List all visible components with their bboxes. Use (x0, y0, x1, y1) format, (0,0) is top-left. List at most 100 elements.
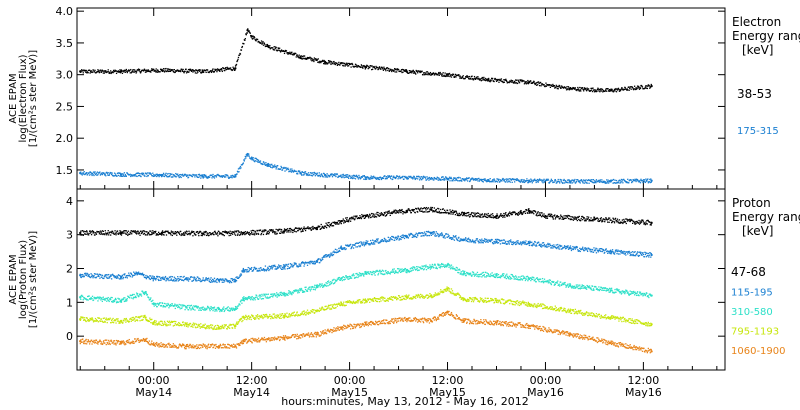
data-dot (139, 173, 141, 175)
data-dot (359, 177, 361, 179)
data-dot (582, 248, 584, 250)
data-dot (83, 173, 85, 175)
data-dot (206, 278, 208, 280)
data-dot (334, 63, 337, 66)
data-dot (481, 178, 483, 181)
data-dot (608, 217, 610, 219)
data-dot (104, 233, 106, 236)
data-dot (524, 82, 527, 84)
data-point (446, 73, 449, 76)
data-dot (379, 241, 381, 244)
data-dot (260, 40, 263, 42)
data-dot (110, 274, 112, 276)
data-dot (621, 88, 624, 90)
data-dot (636, 252, 638, 254)
data-dot (112, 300, 114, 302)
data-dot (604, 219, 606, 221)
data-dot (243, 43, 245, 45)
data-dot (166, 279, 168, 281)
data-dot (411, 236, 413, 239)
data-dot (466, 238, 468, 240)
data-dot (309, 263, 311, 265)
data-dot (301, 230, 303, 232)
data-dot (536, 81, 538, 84)
data-dot (316, 172, 318, 174)
data-dot (642, 181, 644, 184)
data-dot (299, 229, 301, 231)
data-dot (427, 74, 429, 76)
data-dot (173, 71, 175, 73)
data-dot (480, 178, 482, 181)
data-dot (481, 77, 483, 80)
data-dot (358, 217, 360, 219)
data-dot (114, 275, 117, 278)
data-dot (618, 179, 621, 181)
data-point (234, 67, 237, 70)
data-dot (134, 230, 136, 232)
data-dot (95, 173, 97, 175)
data-dot (499, 240, 501, 242)
data-dot (192, 235, 194, 237)
data-dot (346, 62, 348, 64)
data-dot (348, 177, 350, 179)
data-dot (290, 171, 293, 173)
data-dot (165, 67, 167, 70)
data-dot (283, 264, 286, 266)
data-dot (382, 214, 385, 217)
data-dot (177, 173, 179, 175)
data-dot (309, 56, 311, 58)
data-dot (338, 249, 341, 252)
data-dot (124, 273, 126, 275)
data-dot (537, 211, 539, 213)
data-dot (581, 179, 583, 181)
data-dot (300, 55, 302, 57)
data-dot (301, 55, 304, 58)
data-dot (438, 235, 440, 237)
data-dot (641, 86, 644, 88)
data-dot (271, 163, 273, 166)
data-dot (566, 85, 568, 88)
data-dot (419, 208, 422, 210)
data-dot (274, 268, 276, 270)
data-dot (605, 248, 607, 250)
data-dot (111, 296, 113, 299)
data-dot (372, 175, 375, 177)
data-dot (104, 71, 106, 73)
data-dot (133, 274, 135, 276)
data-dot (138, 174, 141, 177)
data-point (266, 163, 270, 167)
data-dot (610, 253, 612, 255)
data-dot (205, 277, 207, 279)
data-dot (436, 211, 438, 214)
data-dot (419, 209, 421, 211)
data-dot (633, 88, 635, 90)
data-dot (137, 68, 140, 70)
data-dot (170, 173, 172, 176)
data-dot (233, 278, 236, 280)
data-dot (422, 207, 425, 209)
data-dot (541, 244, 543, 247)
data-dot (112, 71, 114, 74)
data-dot (619, 89, 621, 91)
data-dot (318, 174, 320, 177)
data-dot (196, 175, 198, 178)
data-dot (180, 176, 182, 179)
data-dot (448, 235, 450, 237)
data-dot (147, 231, 150, 234)
data-dot (90, 231, 92, 233)
data-dot (608, 90, 610, 92)
data-dot (352, 244, 354, 246)
data-dot (404, 235, 407, 238)
data-dot (606, 179, 608, 181)
data-dot (543, 216, 546, 218)
data-dot (498, 216, 500, 218)
data-dot (421, 232, 424, 234)
data-dot (397, 212, 400, 214)
data-dot (243, 271, 245, 273)
data-dot (332, 225, 335, 227)
data-dot (644, 223, 646, 225)
data-dot (229, 280, 232, 283)
data-dot (498, 239, 501, 241)
data-dot (80, 230, 82, 232)
data-dot (446, 209, 449, 212)
